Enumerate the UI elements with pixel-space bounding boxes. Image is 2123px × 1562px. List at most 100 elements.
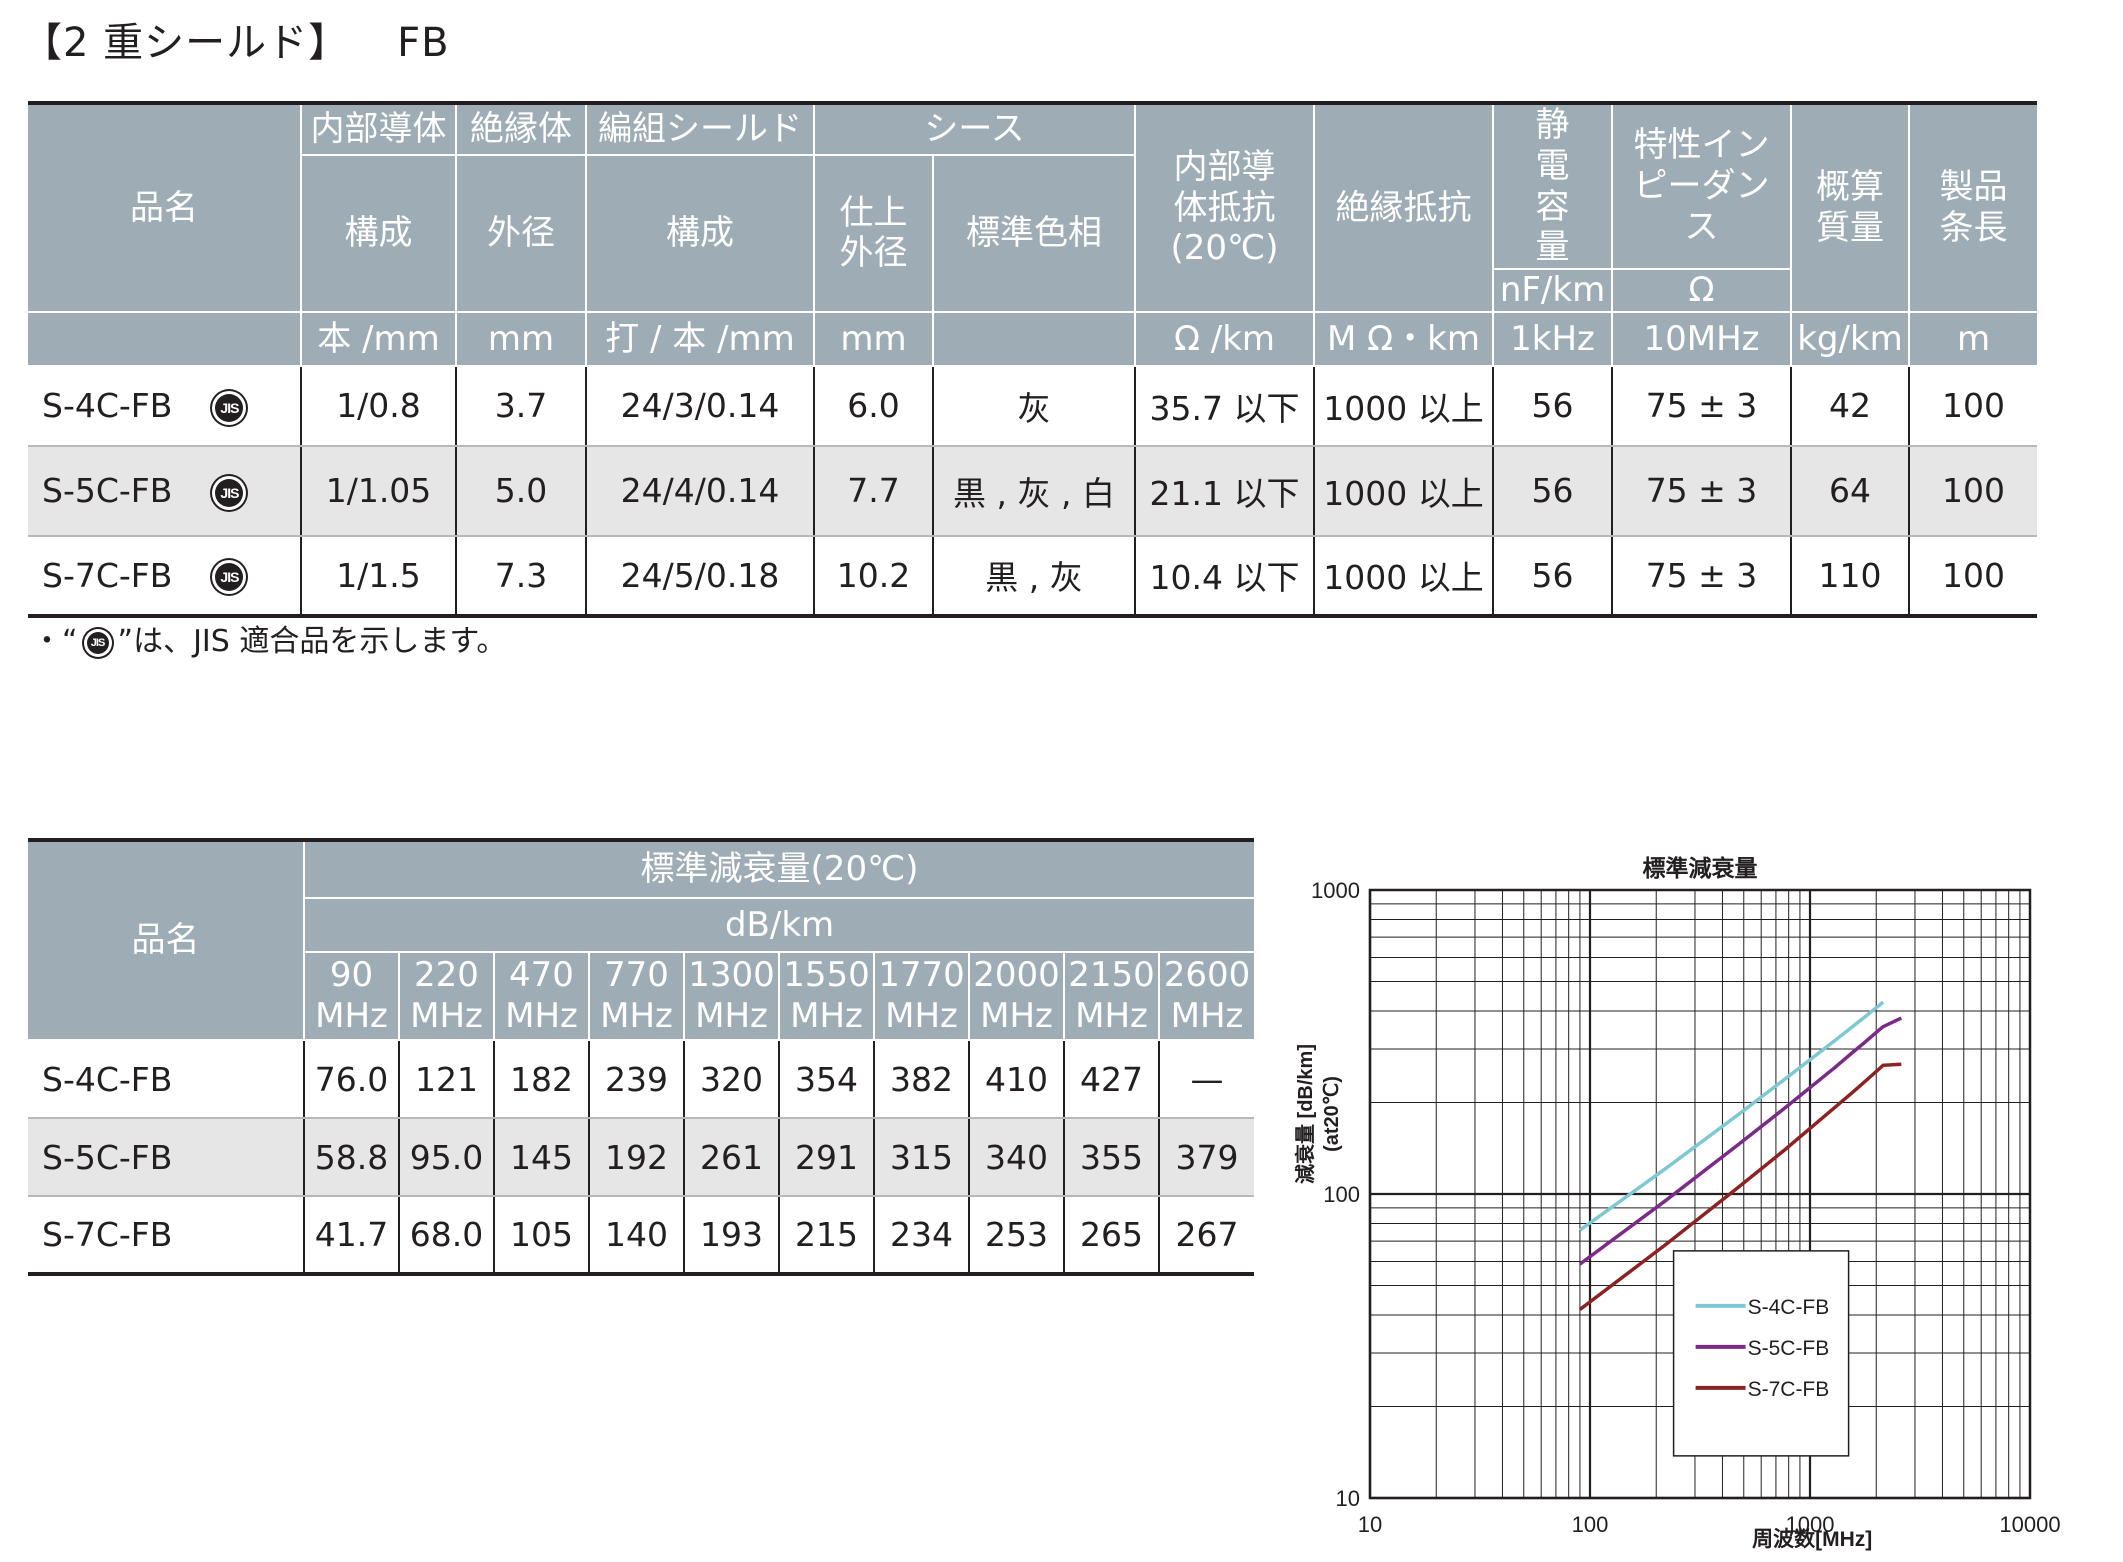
cell: 145 — [494, 1118, 590, 1197]
cell: 182 — [494, 1040, 590, 1119]
cell: 黒 , 灰 , 白 — [933, 445, 1136, 537]
header-composition: 構成 — [301, 155, 457, 313]
jis-mark-icon: JIS — [212, 560, 247, 595]
cell: 192 — [589, 1118, 685, 1197]
cell: 75 ± 3 — [1612, 365, 1792, 447]
y-axis-label-2: (at20℃) — [1321, 1076, 1343, 1152]
cell: 261 — [684, 1118, 780, 1197]
product-name: S-7C-FB — [42, 555, 173, 595]
unit-cell: mm — [456, 311, 587, 367]
freq-header: 1550 MHz — [779, 952, 875, 1041]
cell: 24/3/0.14 — [586, 365, 815, 447]
table-row: S-5C-FB 58.8 95.0 145 192 261 291 315 34… — [28, 1118, 1255, 1197]
y-axis-label: 減衰量 [dB/km] — [1293, 1044, 1317, 1184]
cell: 340 — [969, 1118, 1065, 1197]
unit-cell: Ω /km — [1135, 311, 1315, 367]
y-tick-label: 10 — [1336, 1486, 1360, 1511]
cell: 105 — [494, 1196, 590, 1276]
cell: 355 — [1064, 1118, 1160, 1197]
cell: 320 — [684, 1040, 780, 1119]
cell: 24/4/0.14 — [586, 445, 815, 537]
freq-header: 2150 MHz — [1064, 952, 1160, 1041]
table-row: S-5C-FB JIS 1/1.05 5.0 24/4/0.14 7.7 黒 , … — [28, 445, 2037, 537]
header-impedance-unit: Ω — [1612, 269, 1792, 313]
legend-box — [1672, 1250, 1850, 1457]
series-line — [1578, 1062, 1902, 1311]
cell: 100 — [1909, 365, 2037, 447]
cell: 58.8 — [304, 1118, 400, 1197]
cell: 193 — [684, 1196, 780, 1276]
cell: 382 — [874, 1040, 970, 1119]
header-length: 製品条長 — [1909, 101, 2037, 313]
cell: 1000 以上 — [1314, 445, 1494, 537]
unit-cell: m — [1909, 311, 2037, 367]
jis-note: ・“ JIS ”は、JIS 適合品を示します。 — [32, 616, 506, 660]
product-name: S-4C-FB — [42, 386, 173, 426]
table-row: S-7C-FB JIS 1/1.5 7.3 24/5/0.18 10.2 黒 , … — [28, 535, 2037, 618]
unit-cell — [933, 311, 1136, 367]
cell: 379 — [1159, 1118, 1255, 1197]
cell: 265 — [1064, 1196, 1160, 1276]
cell: 215 — [779, 1196, 875, 1276]
table-row: S-7C-FB 41.7 68.0 105 140 193 215 234 25… — [28, 1196, 1255, 1276]
jis-note-prefix: ・“ — [32, 624, 78, 659]
freq-header: 770 MHz — [589, 952, 685, 1041]
freq-header: 220 MHz — [399, 952, 495, 1041]
cell: 1/1.5 — [301, 535, 457, 618]
product-name-cell: S-7C-FB JIS — [28, 535, 302, 618]
cell: 140 — [589, 1196, 685, 1276]
x-tick-label: 1000 — [1786, 1512, 1835, 1537]
header-insulation-resistance: 絶縁抵抗 — [1314, 101, 1494, 313]
product-name-cell: S-5C-FB JIS — [28, 445, 302, 537]
cell: 黒 , 灰 — [933, 535, 1136, 618]
unit-cell: 10MHz — [1612, 311, 1792, 367]
table-row: S-4C-FB 76.0 121 182 239 320 354 382 410… — [28, 1040, 1255, 1119]
unit-cell: mm — [814, 311, 934, 367]
header-capacitance: 静電容量 — [1493, 100, 1613, 271]
cell: 75 ± 3 — [1612, 445, 1792, 537]
cell: 64 — [1791, 445, 1910, 537]
legend-label: S-4C-FB — [1748, 1296, 1830, 1319]
atten-header-title: 標準減衰量(20℃) — [304, 838, 1255, 899]
title-main: 【2 重シールド】 — [22, 20, 350, 66]
x-tick-label: 10 — [1358, 1512, 1382, 1537]
series-line — [1578, 1000, 1885, 1232]
cell: 10.2 — [814, 535, 934, 618]
jis-mark-icon: JIS — [212, 390, 247, 425]
cell: 95.0 — [399, 1118, 495, 1197]
product-name: S-4C-FB — [28, 1040, 305, 1119]
cell: 灰 — [933, 365, 1136, 447]
cell: 315 — [874, 1118, 970, 1197]
cell: 267 — [1159, 1196, 1255, 1276]
cell: 253 — [969, 1196, 1065, 1276]
header-braid-shield: 編組シールド — [586, 101, 815, 156]
cell: 24/5/0.18 — [586, 535, 815, 618]
cell: 100 — [1909, 445, 2037, 537]
chart-title: 標準減衰量 — [1643, 855, 1758, 881]
header-impedance: 特性インピーダンス — [1612, 100, 1792, 271]
x-axis-label: 周波数[MHz] — [1752, 1527, 1872, 1551]
cell: 56 — [1493, 445, 1613, 537]
header-finished-od: 仕上外径 — [814, 155, 934, 313]
header-sheath: シース — [814, 101, 1136, 156]
cell: 110 — [1791, 535, 1910, 618]
cell: 56 — [1493, 365, 1613, 447]
freq-header: 2000 MHz — [969, 952, 1065, 1041]
product-name: S-5C-FB — [42, 471, 173, 511]
cell: 291 — [779, 1118, 875, 1197]
cell: 1000 以上 — [1314, 365, 1494, 447]
cell: 5.0 — [456, 445, 587, 537]
series-line — [1578, 1016, 1903, 1266]
y-tick-label: 1000 — [1311, 878, 1360, 903]
cell: 1000 以上 — [1314, 535, 1494, 618]
cell: 41.7 — [304, 1196, 400, 1276]
header-braid-composition: 構成 — [586, 155, 815, 313]
cell: 354 — [779, 1040, 875, 1119]
spec-table: 品名 内部導体 絶縁体 編組シールド シース 内部導体抵抗(20℃) 絶縁抵抗 … — [28, 100, 2037, 618]
legend-label: S-7C-FB — [1748, 1378, 1830, 1401]
cell: — — [1159, 1040, 1255, 1119]
cell: 3.7 — [456, 365, 587, 447]
freq-header: 470 MHz — [494, 952, 590, 1041]
header-mass: 概算質量 — [1791, 101, 1910, 313]
